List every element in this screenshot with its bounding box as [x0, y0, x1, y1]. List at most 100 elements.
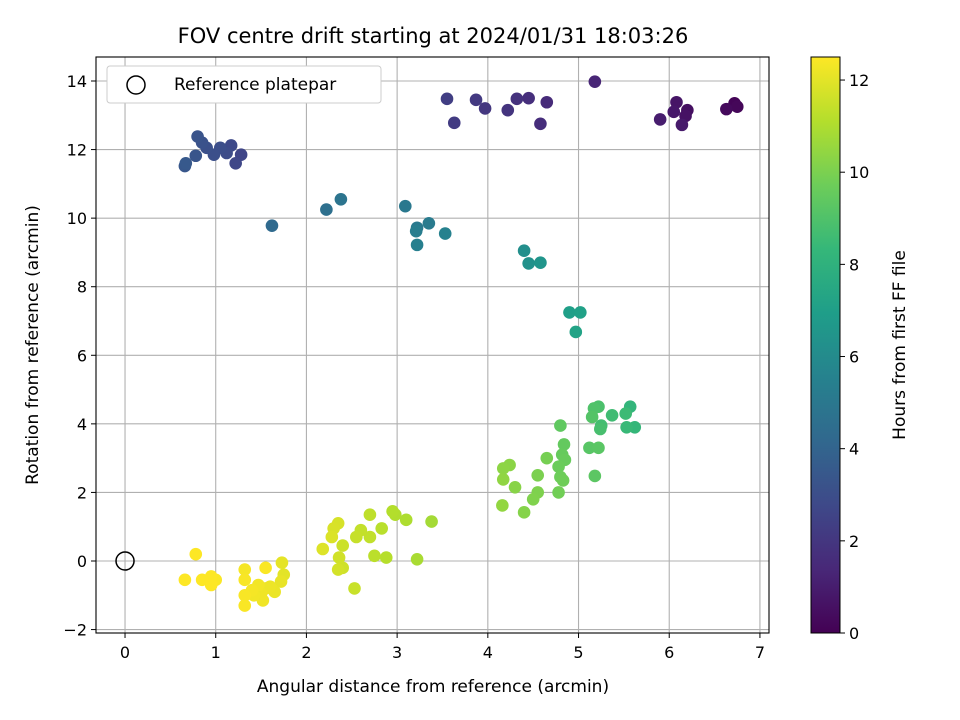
data-point	[259, 561, 272, 575]
x-tick-label: 5	[573, 643, 583, 662]
data-point	[238, 599, 252, 612]
data-point	[189, 547, 203, 561]
data-point	[332, 551, 346, 564]
data-points	[178, 75, 744, 612]
x-tick-label: 0	[120, 643, 130, 662]
data-point	[574, 306, 587, 319]
data-point	[585, 410, 599, 424]
colorbar-ticks: 0 2 4 6 8 10 12	[840, 71, 869, 643]
data-point	[619, 407, 632, 420]
colorbar-tick-label: 4	[849, 440, 859, 459]
data-point	[178, 573, 192, 587]
data-point	[720, 102, 733, 116]
data-point	[531, 468, 545, 482]
data-point	[675, 118, 689, 132]
data-point	[552, 486, 565, 499]
data-point	[229, 156, 242, 170]
data-point	[478, 102, 492, 115]
data-point	[588, 75, 602, 88]
data-point	[508, 480, 522, 494]
data-point	[410, 238, 424, 252]
data-point	[375, 522, 389, 535]
data-point	[552, 460, 565, 474]
x-tick-label: 2	[301, 643, 311, 662]
data-point	[195, 573, 209, 587]
data-point	[670, 95, 683, 109]
data-point	[238, 573, 252, 587]
data-point	[398, 199, 412, 213]
data-point	[730, 100, 744, 114]
x-tick-label: 4	[483, 643, 493, 662]
colorbar: 0 2 4 6 8 10 12 Hours from first FF file	[810, 56, 910, 643]
data-point	[316, 542, 330, 556]
x-axis-label: Angular distance from reference (arcmin)	[257, 677, 609, 697]
data-point	[189, 149, 203, 163]
legend-entry-reference-platepar: Reference platepar	[174, 75, 336, 95]
y-tick-label: −2	[63, 621, 87, 640]
colorbar-tick-label: 12	[849, 71, 869, 90]
data-point	[517, 506, 531, 519]
data-point	[605, 408, 619, 422]
data-point	[496, 473, 510, 486]
data-point	[569, 325, 583, 339]
data-point	[325, 530, 339, 544]
data-point	[179, 156, 193, 170]
data-point	[563, 306, 576, 319]
data-point	[410, 552, 424, 566]
x-tick-label: 6	[664, 643, 674, 662]
data-point	[275, 556, 289, 570]
data-point	[386, 504, 399, 518]
colorbar-tick-label: 2	[849, 532, 859, 551]
colorbar-tick-label: 6	[849, 348, 859, 367]
colorbar-tick-label: 0	[849, 624, 859, 643]
data-point	[534, 256, 547, 270]
data-point	[350, 530, 363, 544]
data-point	[522, 91, 535, 105]
colorbar-gradient	[810, 56, 841, 634]
data-point	[425, 515, 438, 528]
y-tick-label: 10	[67, 209, 87, 228]
legend-marker	[126, 75, 146, 95]
y-axis-ticks: −2 0 2 4 6 8 10 12 14	[63, 72, 96, 640]
data-point	[238, 563, 252, 576]
data-point	[274, 575, 288, 588]
data-point	[501, 103, 515, 117]
reference-platepar-marker	[115, 551, 135, 571]
y-tick-label: 14	[67, 72, 87, 91]
y-tick-label: 6	[77, 346, 87, 365]
data-point	[522, 257, 535, 270]
y-axis-label: Rotation from reference (arcmin)	[23, 205, 43, 485]
data-point	[557, 438, 571, 451]
data-point	[592, 441, 605, 455]
data-point	[540, 95, 554, 109]
data-point	[336, 539, 350, 552]
data-point	[556, 474, 570, 487]
y-tick-label: 4	[77, 415, 87, 434]
y-tick-label: 8	[77, 278, 87, 297]
data-point	[653, 113, 667, 126]
plot-frame	[95, 56, 770, 634]
data-point	[583, 441, 596, 455]
data-point	[399, 513, 413, 527]
y-tick-label: 2	[77, 483, 87, 502]
data-point	[496, 499, 509, 512]
chart-title: FOV centre drift starting at 2024/01/31 …	[178, 24, 689, 48]
data-point	[526, 492, 540, 506]
data-point	[265, 219, 279, 232]
data-point	[440, 92, 454, 106]
data-point	[331, 563, 345, 576]
data-point	[363, 508, 377, 522]
legend: Reference platepar	[106, 65, 382, 104]
colorbar-label: Hours from first FF file	[890, 250, 910, 440]
data-point	[554, 419, 567, 432]
data-point	[517, 244, 531, 258]
data-point	[409, 224, 423, 238]
data-point	[238, 588, 252, 602]
data-point	[447, 116, 461, 130]
data-point	[334, 192, 348, 206]
data-point	[320, 203, 333, 216]
data-point	[379, 551, 393, 564]
data-point	[363, 530, 377, 544]
y-tick-label: 12	[67, 141, 87, 160]
